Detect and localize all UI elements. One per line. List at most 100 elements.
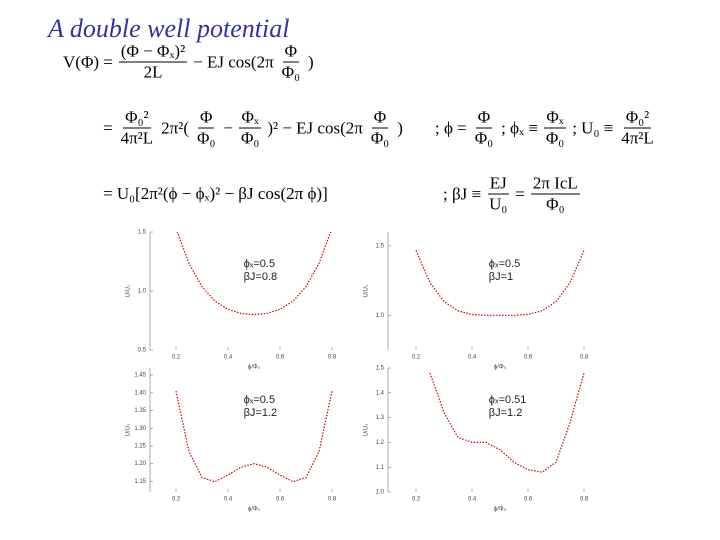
y-tick-label: 1.0 bbox=[138, 289, 147, 295]
x-tick-label: 0.4 bbox=[468, 355, 477, 361]
y-tick-label: 1.20 bbox=[134, 461, 146, 467]
equation-term: − bbox=[223, 118, 233, 137]
denominator: Φ₀ bbox=[546, 194, 565, 214]
y-tick-label: 1.30 bbox=[134, 426, 146, 432]
annotation: βJ=1 bbox=[489, 271, 513, 283]
equation-term: ; βJ ≡ bbox=[443, 184, 482, 203]
equation-term: V(Φ) = bbox=[63, 52, 113, 71]
equation-term: = U₀[2π²(ϕ − ϕₓ)² − βJ cos(2π ϕ)] bbox=[103, 184, 328, 203]
x-tick-label: 0.8 bbox=[580, 497, 589, 503]
fraction: Φ Φ₀ bbox=[366, 108, 394, 149]
numerator: Φ bbox=[197, 107, 215, 129]
fraction: Φₓ Φ₀ bbox=[541, 108, 569, 149]
y-tick-label: 1.35 bbox=[134, 408, 146, 414]
numerator: EJ bbox=[487, 173, 509, 195]
x-tick-label: 0.6 bbox=[524, 497, 533, 503]
annotation: ϕₓ=0.51 bbox=[489, 394, 527, 406]
y-tick-label: 1.45 bbox=[134, 373, 146, 379]
y-tick-label: 1.2 bbox=[376, 440, 385, 446]
x-tick-label: 0.6 bbox=[276, 355, 285, 361]
x-tick-label: 0.8 bbox=[328, 497, 337, 503]
annotation: ϕₓ=0.5 bbox=[489, 258, 521, 270]
equation-term: ; ϕ = bbox=[435, 118, 467, 137]
y-tick-label: 1.5 bbox=[376, 243, 385, 249]
numerator: Φ bbox=[475, 107, 493, 129]
plot-area bbox=[429, 372, 585, 473]
plot-area bbox=[415, 250, 585, 316]
y-tick-label: 1.0 bbox=[376, 313, 385, 319]
y-tick-label: 1.4 bbox=[376, 390, 385, 396]
annotation: βJ=1.2 bbox=[489, 407, 523, 419]
curve bbox=[415, 250, 585, 316]
fraction: (Φ − Φₓ)² 2L bbox=[116, 42, 190, 83]
x-tick-label: 0.2 bbox=[412, 497, 421, 503]
equation-term: ) bbox=[308, 52, 314, 71]
equation: V(Φ) = (Φ − Φₓ)² 2L − EJ cos(2π Φ Φ₀) bbox=[60, 42, 317, 83]
y-axis-label: U/U₀ bbox=[126, 423, 132, 436]
equation: ; βJ ≡ EJ U₀ = 2π IcL Φ₀ bbox=[440, 174, 583, 215]
y-axis-label: U/U₀ bbox=[364, 284, 370, 297]
equation-term: ; U₀ ≡ bbox=[572, 118, 614, 137]
x-tick-label: 0.8 bbox=[580, 355, 589, 361]
x-tick-label: 0.6 bbox=[524, 355, 533, 361]
equation-term: = bbox=[515, 184, 525, 203]
denominator: Φ₀ bbox=[281, 62, 301, 82]
numerator: (Φ − Φₓ)² bbox=[118, 41, 188, 63]
y-tick-label: 1.3 bbox=[376, 415, 385, 421]
y-tick-label: 1.0 bbox=[376, 490, 385, 496]
y-tick-label: 1.40 bbox=[134, 390, 146, 396]
denominator: Φ₀ bbox=[197, 128, 216, 148]
annotation: ϕₓ=0.5 bbox=[244, 394, 276, 406]
fraction: Φ Φ₀ bbox=[192, 108, 220, 149]
y-tick-label: 1.1 bbox=[376, 465, 385, 471]
annotation: βJ=0.8 bbox=[244, 271, 278, 283]
fraction: Φₓ Φ₀ bbox=[236, 108, 264, 149]
equation-term: )² − EJ cos(2π bbox=[267, 118, 363, 137]
equation: ; ϕ = Φ Φ₀; ϕₓ ≡ Φₓ Φ₀; U₀ ≡ Φ₀² 4π²L bbox=[432, 108, 659, 149]
equation-term: ; ϕₓ ≡ bbox=[501, 118, 538, 137]
denominator: U₀ bbox=[489, 194, 508, 214]
curve bbox=[176, 232, 332, 316]
y-tick-label: 1.25 bbox=[134, 444, 146, 450]
x-axis-label: ϕ/Φ₀ bbox=[494, 507, 507, 513]
x-axis-label: ϕ/Φ₀ bbox=[494, 365, 507, 371]
y-tick-label: 1.15 bbox=[134, 479, 146, 485]
fraction: Φ Φ₀ bbox=[277, 42, 305, 83]
x-axis-label: ϕ/Φ₀ bbox=[248, 507, 261, 513]
equation-term: ) bbox=[397, 118, 403, 137]
annotation: βJ=1.2 bbox=[244, 407, 278, 419]
slide-title: A double well potential bbox=[48, 14, 290, 43]
x-tick-label: 0.6 bbox=[276, 497, 285, 503]
equation-term: = bbox=[103, 118, 113, 137]
numerator: Φ bbox=[282, 41, 300, 63]
x-tick-label: 0.4 bbox=[224, 355, 233, 361]
x-tick-label: 0.4 bbox=[468, 497, 477, 503]
y-tick-label: 1.5 bbox=[376, 366, 385, 372]
fraction: 2π IcL Φ₀ bbox=[528, 174, 583, 215]
fraction: EJ U₀ bbox=[484, 174, 512, 215]
numerator: Φₓ bbox=[239, 107, 261, 129]
curve bbox=[175, 390, 333, 483]
numerator: 2π IcL bbox=[530, 173, 580, 195]
denominator: Φ₀ bbox=[370, 128, 390, 148]
plot-area bbox=[176, 232, 332, 316]
equation-term: − EJ cos(2π bbox=[193, 52, 274, 71]
denominator: 4π²L bbox=[120, 128, 154, 148]
y-axis-label: U/U₀ bbox=[126, 284, 132, 297]
equation: = U₀[2π²(ϕ − ϕₓ)² − βJ cos(2π ϕ)] bbox=[100, 184, 331, 204]
x-tick-label: 0.2 bbox=[172, 497, 181, 503]
y-tick-label: 1.5 bbox=[138, 230, 147, 236]
x-axis-label: ϕ/Φ₀ bbox=[248, 365, 261, 371]
denominator: 2L bbox=[143, 62, 163, 82]
fraction: Φ Φ₀ bbox=[470, 108, 498, 149]
x-tick-label: 0.4 bbox=[224, 497, 233, 503]
denominator: Φ₀ bbox=[545, 128, 565, 148]
equation: = Φ₀² 4π²L 2π²(Φ Φ₀ − Φₓ Φ₀)² − EJ cos(2π Φ Φ₀) bbox=[100, 108, 406, 149]
fraction: Φ₀² 4π²L bbox=[616, 108, 659, 149]
numerator: Φₓ bbox=[544, 107, 566, 129]
y-tick-label: 0.5 bbox=[138, 348, 147, 354]
y-axis-label: U/U₀ bbox=[364, 423, 370, 436]
numerator: Φ₀² bbox=[623, 107, 652, 129]
denominator: Φ₀ bbox=[240, 128, 260, 148]
